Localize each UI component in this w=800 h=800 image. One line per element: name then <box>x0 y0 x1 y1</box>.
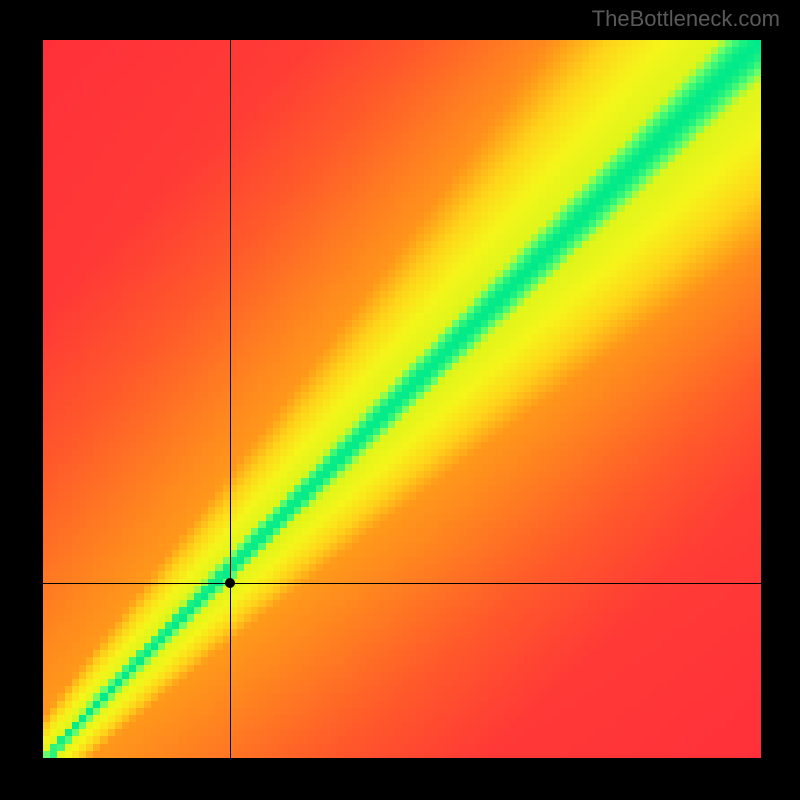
plot-area <box>43 40 761 758</box>
crosshair-vertical <box>230 40 231 758</box>
crosshair-horizontal <box>43 583 761 584</box>
crosshair-marker <box>225 578 235 588</box>
heatmap-canvas <box>43 40 761 758</box>
watermark-text: TheBottleneck.com <box>592 6 780 32</box>
chart-container: TheBottleneck.com <box>0 0 800 800</box>
